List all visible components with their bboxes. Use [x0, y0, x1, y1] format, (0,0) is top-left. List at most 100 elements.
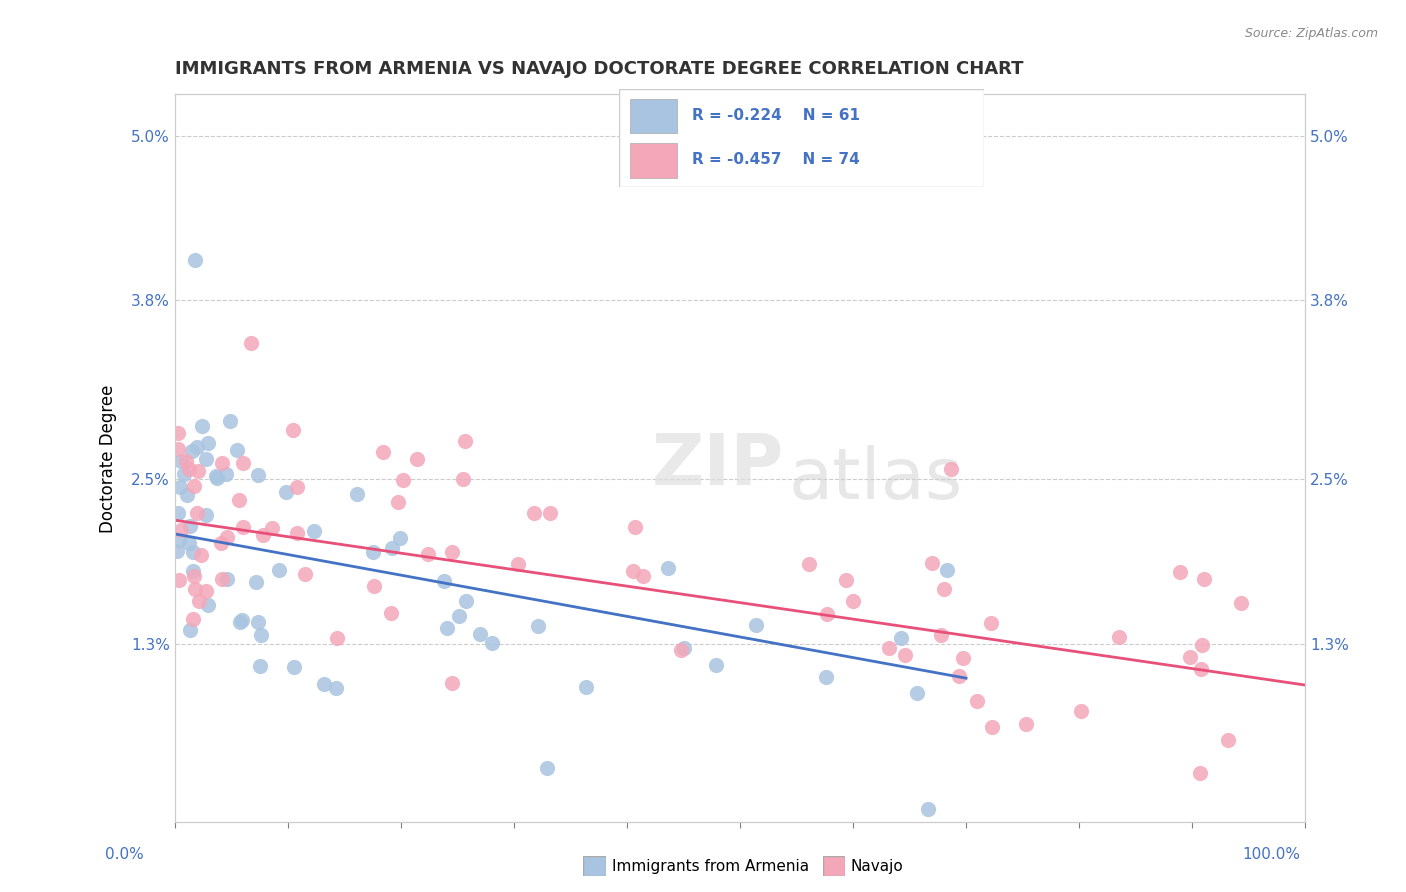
- FancyBboxPatch shape: [630, 143, 678, 178]
- Point: [917, 802, 939, 816]
- Point: [283, 659, 305, 673]
- Point: [195, 583, 218, 598]
- Point: [246, 615, 269, 629]
- Point: [179, 623, 201, 637]
- Point: [704, 658, 727, 673]
- Point: [921, 556, 943, 570]
- Point: [217, 572, 239, 586]
- Y-axis label: Doctorate Degree: Doctorate Degree: [100, 384, 117, 533]
- Point: [177, 462, 200, 476]
- Point: [745, 618, 768, 632]
- Text: Navajo: Navajo: [851, 859, 904, 873]
- Point: [952, 651, 974, 665]
- Point: [934, 582, 956, 596]
- Point: [183, 479, 205, 493]
- Point: [454, 434, 477, 449]
- Point: [215, 530, 238, 544]
- Point: [184, 252, 207, 267]
- Point: [575, 680, 598, 694]
- Point: [1180, 649, 1202, 664]
- Point: [671, 642, 693, 657]
- Point: [468, 626, 491, 640]
- Point: [191, 418, 214, 433]
- Point: [195, 452, 218, 467]
- Point: [207, 471, 229, 485]
- Point: [176, 488, 198, 502]
- Point: [269, 564, 291, 578]
- Point: [232, 456, 254, 470]
- Point: [536, 761, 558, 775]
- Point: [183, 612, 205, 626]
- Point: [980, 720, 1002, 734]
- Point: [294, 567, 316, 582]
- FancyBboxPatch shape: [619, 89, 984, 187]
- Point: [877, 640, 900, 655]
- Point: [1070, 704, 1092, 718]
- Point: [907, 686, 929, 700]
- Point: [538, 506, 561, 520]
- Point: [815, 670, 838, 684]
- Point: [232, 520, 254, 534]
- Point: [380, 606, 402, 620]
- Point: [179, 518, 201, 533]
- Point: [1189, 765, 1212, 780]
- Point: [209, 536, 232, 550]
- Point: [186, 507, 208, 521]
- Point: [948, 669, 970, 683]
- Point: [228, 493, 250, 508]
- Point: [167, 574, 190, 588]
- Point: [371, 445, 394, 459]
- Point: [249, 659, 271, 673]
- Point: [169, 533, 191, 547]
- Point: [363, 579, 385, 593]
- Point: [205, 469, 228, 483]
- Point: [285, 480, 308, 494]
- Point: [197, 598, 219, 612]
- Point: [406, 452, 429, 467]
- Point: [381, 541, 404, 555]
- Point: [441, 676, 464, 690]
- Point: [481, 636, 503, 650]
- Point: [657, 561, 679, 575]
- Text: Immigrants from Armenia: Immigrants from Armenia: [612, 859, 808, 873]
- Text: ZIP: ZIP: [651, 431, 783, 500]
- Point: [890, 631, 912, 645]
- Text: Source: ZipAtlas.com: Source: ZipAtlas.com: [1244, 27, 1378, 40]
- Text: R = -0.457    N = 74: R = -0.457 N = 74: [692, 153, 859, 168]
- Point: [1015, 716, 1038, 731]
- Point: [219, 414, 242, 428]
- Text: R = -0.224    N = 61: R = -0.224 N = 61: [692, 108, 859, 123]
- Point: [252, 528, 274, 542]
- Text: IMMIGRANTS FROM ARMENIA VS NAVAJO DOCTORATE DEGREE CORRELATION CHART: IMMIGRANTS FROM ARMENIA VS NAVAJO DOCTOR…: [174, 60, 1024, 78]
- Point: [527, 618, 550, 632]
- Text: 0.0%: 0.0%: [105, 847, 145, 862]
- Point: [894, 648, 917, 662]
- Point: [456, 593, 478, 607]
- Point: [249, 628, 271, 642]
- Text: atlas: atlas: [789, 444, 963, 514]
- Point: [281, 423, 304, 437]
- Point: [388, 531, 411, 545]
- Point: [1189, 662, 1212, 676]
- Point: [211, 572, 233, 586]
- Point: [173, 467, 195, 482]
- Point: [835, 574, 858, 588]
- Point: [169, 480, 191, 494]
- Text: 100.0%: 100.0%: [1243, 847, 1301, 862]
- Point: [966, 694, 988, 708]
- Point: [177, 535, 200, 549]
- Point: [1168, 565, 1191, 579]
- Point: [1192, 572, 1215, 586]
- Point: [285, 525, 308, 540]
- Point: [186, 440, 208, 454]
- Point: [449, 609, 471, 624]
- Point: [433, 574, 456, 589]
- Point: [980, 616, 1002, 631]
- Point: [188, 594, 211, 608]
- Point: [508, 557, 530, 571]
- Point: [621, 564, 644, 578]
- Point: [436, 621, 458, 635]
- Point: [262, 521, 284, 535]
- Point: [197, 435, 219, 450]
- Point: [247, 468, 270, 483]
